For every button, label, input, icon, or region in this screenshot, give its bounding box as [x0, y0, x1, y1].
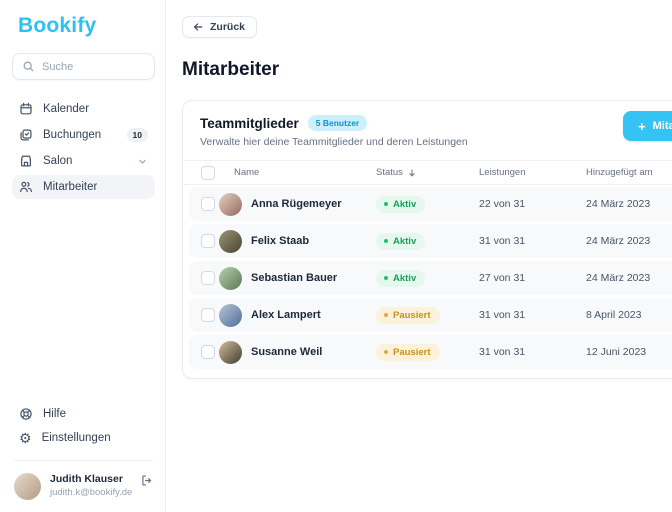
- date-added: 8 April 2023: [586, 309, 642, 321]
- avatar: [219, 266, 242, 290]
- member-name: Susanne Weil: [251, 346, 323, 358]
- member-name: Felix Staab: [251, 235, 310, 247]
- team-members-card: Teammitglieder 5 Benutzer Verwalte hier …: [182, 100, 672, 379]
- table-row[interactable]: Sebastian Bauer Aktiv 27 von 31 24 März …: [189, 261, 672, 295]
- column-header-name: Name: [234, 167, 260, 178]
- column-header-hinzugefuegt: Hinzugefügt am: [586, 167, 653, 178]
- calendar-icon: [19, 102, 33, 116]
- member-name: Sebastian Bauer: [251, 272, 338, 284]
- sidebar-item-label: Einstellungen: [41, 432, 111, 444]
- card-header: Teammitglieder 5 Benutzer Verwalte hier …: [183, 115, 672, 148]
- column-header-status[interactable]: Status: [376, 167, 479, 178]
- status-badge: Aktiv: [376, 195, 426, 213]
- sidebar-footer: Hilfe ⚙ Einstellungen Judith Klauser jud…: [12, 402, 155, 500]
- row-checkbox[interactable]: [201, 234, 215, 248]
- avatar: [219, 192, 242, 216]
- search-icon: [22, 60, 35, 73]
- shop-icon: [19, 154, 33, 168]
- sidebar-item-hilfe[interactable]: Hilfe: [12, 402, 155, 426]
- sidebar-item-label: Mitarbeiter: [43, 181, 98, 193]
- date-added: 24 März 2023: [586, 198, 651, 210]
- date-added: 12 Juni 2023: [586, 346, 647, 358]
- table-row[interactable]: Susanne Weil Pausiert 31 von 31 12 Juni …: [189, 335, 672, 369]
- sidebar-item-label: Salon: [43, 155, 73, 167]
- help-icon: [19, 407, 33, 421]
- status-badge: Aktiv: [376, 269, 426, 287]
- avatar: [219, 340, 242, 364]
- sidebar-item-kalender[interactable]: Kalender: [12, 97, 155, 121]
- sidebar-divider: [14, 460, 153, 461]
- back-label: Zurück: [210, 21, 246, 33]
- status-badge: Pausiert: [376, 343, 440, 361]
- sidebar-item-label: Kalender: [43, 103, 90, 115]
- gear-icon: ⚙: [19, 430, 32, 446]
- table-header: Name Status Leistungen Hinzugefügt am: [183, 160, 672, 185]
- logout-icon[interactable]: [140, 474, 153, 487]
- sidebar-item-buchungen[interactable]: Buchungen 10: [12, 123, 155, 147]
- table-row[interactable]: Anna Rügemeyer Aktiv 22 von 31 24 März 2…: [189, 187, 672, 221]
- back-button[interactable]: Zurück: [182, 16, 258, 38]
- row-checkbox[interactable]: [201, 271, 215, 285]
- chevron-down-icon: [137, 156, 148, 167]
- users-count-badge: 5 Benutzer: [307, 115, 368, 131]
- sidebar-item-einstellungen[interactable]: ⚙ Einstellungen: [12, 426, 155, 450]
- sidebar-nav: Kalender Buchungen 10 Sal: [12, 97, 155, 199]
- date-added: 24 März 2023: [586, 272, 651, 284]
- profile-name: Judith Klauser: [50, 473, 123, 485]
- users-icon: [19, 180, 33, 194]
- main-content: Zurück Mitarbeiter Teammitglieder 5 Benu…: [166, 0, 672, 512]
- profile-email: judith.k@bookify.de: [50, 487, 133, 498]
- bookings-icon: [19, 128, 33, 142]
- leistungen-value: 31 von 31: [479, 235, 526, 247]
- status-dot-icon: [384, 202, 388, 206]
- avatar: [14, 473, 41, 500]
- date-added: 24 März 2023: [586, 235, 651, 247]
- sidebar-item-salon[interactable]: Salon: [12, 149, 155, 173]
- arrow-left-icon: [192, 21, 204, 33]
- leistungen-value: 31 von 31: [479, 346, 526, 358]
- bookings-count-badge: 10: [126, 128, 148, 142]
- row-checkbox[interactable]: [201, 197, 215, 211]
- add-employee-label: Mitarbeiter: [652, 120, 672, 132]
- member-name: Anna Rügemeyer: [251, 198, 342, 210]
- table-body: Anna Rügemeyer Aktiv 22 von 31 24 März 2…: [183, 187, 672, 369]
- status-dot-icon: [384, 276, 388, 280]
- page-title: Mitarbeiter: [182, 59, 280, 80]
- add-employee-button[interactable]: + Mitarbeiter: [623, 111, 672, 141]
- sidebar-item-mitarbeiter[interactable]: Mitarbeiter: [12, 175, 155, 199]
- search-placeholder: Suche: [42, 60, 74, 73]
- status-dot-icon: [384, 313, 388, 317]
- user-profile[interactable]: Judith Klauser judith.k@bookify.de: [12, 473, 155, 500]
- sort-down-icon: [407, 168, 417, 178]
- row-checkbox[interactable]: [201, 308, 215, 322]
- sidebar-item-label: Buchungen: [43, 129, 102, 141]
- status-badge: Pausiert: [376, 306, 440, 324]
- status-dot-icon: [384, 350, 388, 354]
- leistungen-value: 27 von 31: [479, 272, 526, 284]
- select-all-checkbox[interactable]: [201, 165, 215, 180]
- card-subtitle: Verwalte hier deine Teammitglieder und d…: [200, 136, 468, 148]
- table-row[interactable]: Alex Lampert Pausiert 31 von 31 8 April …: [189, 298, 672, 332]
- member-name: Alex Lampert: [251, 309, 321, 321]
- table-row[interactable]: Felix Staab Aktiv 31 von 31 24 März 2023: [189, 224, 672, 258]
- leistungen-value: 22 von 31: [479, 198, 526, 210]
- avatar: [219, 303, 242, 327]
- sidebar-item-label: Hilfe: [43, 408, 67, 420]
- status-dot-icon: [384, 239, 388, 243]
- leistungen-value: 31 von 31: [479, 309, 526, 321]
- avatar: [219, 229, 242, 253]
- plus-icon: +: [638, 118, 646, 134]
- column-header-leistungen: Leistungen: [479, 167, 526, 178]
- status-badge: Aktiv: [376, 232, 426, 250]
- row-checkbox[interactable]: [201, 345, 215, 359]
- card-title: Teammitglieder: [200, 115, 299, 131]
- search-input[interactable]: Suche: [12, 53, 155, 80]
- bookify-logo: Bookify: [18, 14, 97, 37]
- sidebar: Bookify Suche Kalender: [0, 0, 166, 512]
